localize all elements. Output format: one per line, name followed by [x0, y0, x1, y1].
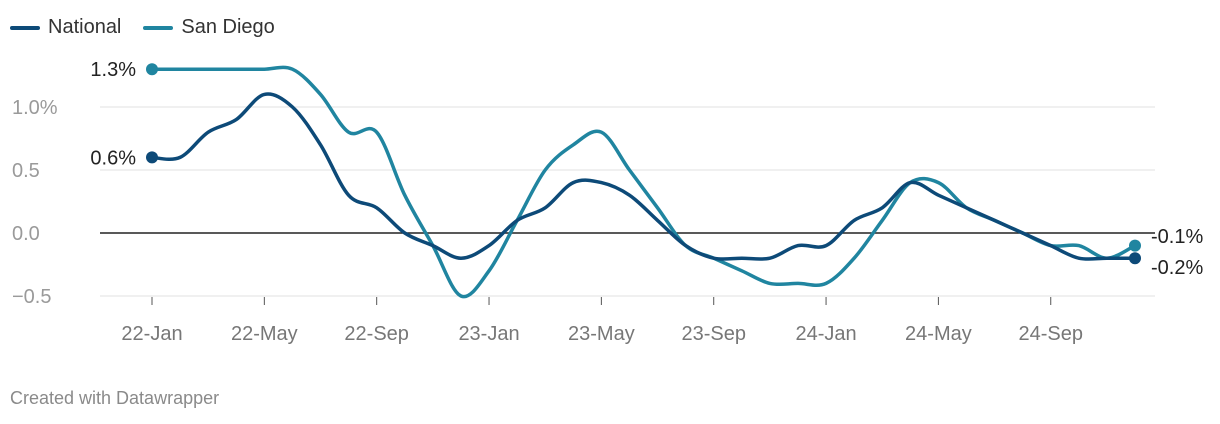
x-tick-label: 22-Jan — [121, 323, 182, 345]
x-tick-label: 24-Jan — [795, 323, 856, 345]
start-point-national[interactable] — [146, 151, 158, 164]
x-tick-label: 23-Sep — [681, 323, 746, 345]
start-label-san-diego: 1.3% — [90, 59, 136, 81]
x-tick-label: 23-Jan — [458, 323, 519, 345]
line-chart: −0.5 0.0 0.5 1.0% 22-Jan 22-May 22-Sep 23-Jan 23… — [12, 59, 1203, 345]
end-point-san-diego[interactable] — [1129, 239, 1141, 252]
y-tick-label: 0.5 — [12, 160, 40, 182]
y-tick-label: 0.0 — [12, 223, 40, 245]
legend-item-san-diego[interactable]: San Diego — [143, 16, 275, 39]
label-layer: 1.3% 0.6% -0.2% -0.1% — [90, 59, 1203, 279]
series-layer — [146, 63, 1141, 299]
footer-credit: Created with Datawrapper — [10, 388, 220, 408]
x-tick-label: 24-Sep — [1018, 323, 1083, 345]
series-line-san-diego[interactable] — [150, 65, 1137, 299]
y-tick-label: −0.5 — [12, 286, 51, 308]
x-tick-label: 22-Sep — [344, 323, 409, 345]
x-tick-label: 24-May — [905, 323, 972, 345]
end-label-san-diego: -0.1% — [1151, 226, 1203, 248]
legend-swatch-national — [10, 25, 40, 30]
legend-item-national[interactable]: National — [10, 16, 121, 39]
end-point-national[interactable] — [1129, 252, 1141, 265]
legend-swatch-san-diego — [143, 25, 174, 30]
legend-label-san-diego: San Diego — [181, 16, 275, 38]
grid-layer — [100, 106, 1155, 297]
legend: National San Diego — [10, 16, 275, 39]
start-label-national: 0.6% — [90, 147, 136, 169]
x-tick-label: 22-May — [231, 323, 298, 345]
start-point-san-diego[interactable] — [146, 63, 158, 76]
x-tick-label: 23-May — [568, 323, 635, 345]
legend-label-national: National — [48, 16, 122, 38]
axis-layer: −0.5 0.0 0.5 1.0% 22-Jan 22-May 22-Sep 23-Jan 23… — [12, 97, 1083, 345]
y-tick-label: 1.0% — [12, 97, 58, 119]
end-label-national: -0.2% — [1151, 257, 1203, 279]
series-line-national[interactable] — [150, 92, 1137, 261]
